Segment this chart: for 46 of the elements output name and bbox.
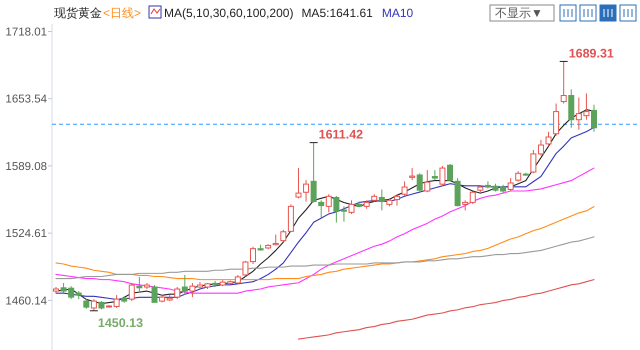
candlestick [439,165,446,187]
y-tick-label: 1524.61 [5,228,47,240]
candlestick [136,276,142,294]
candlestick [546,131,552,147]
y-tick-label: 1653.54 [5,94,48,106]
annotation: 1611.42 [318,128,364,142]
candlestick [174,286,180,300]
candlestick [553,103,560,136]
chart-subtitle: <日线> [103,6,142,20]
text: MA5:1641.61 [301,6,374,20]
candlestick [182,274,188,296]
candlestick [462,200,468,211]
annotation: 1450.13 [98,316,144,330]
control-dropdown: 不显示▼ [490,4,554,22]
annotation: 1689.31 [568,46,614,60]
candlestick [310,142,317,203]
candlestick [416,172,423,192]
candlestick [272,234,279,246]
candlestick [152,284,158,303]
candlestick [508,178,514,192]
text: MA10 [382,6,414,20]
candlestick [90,298,97,312]
candlestick [402,180,408,196]
candlestick [348,200,355,214]
candlestick [394,194,400,206]
candlestick [318,200,324,218]
candlestick [424,170,430,193]
candlestick [515,170,522,182]
candlestick [447,164,454,182]
y-tick-label: 1589.08 [5,160,47,173]
y-tick-label: 1718.01 [5,26,47,38]
candlestick [470,191,476,205]
line-series [55,206,595,280]
candlestick [409,168,416,181]
candlestick [378,188,385,211]
line-series [298,279,595,340]
candlestick [591,104,597,132]
candlestick [128,282,135,302]
line-series [55,236,595,280]
y-tick-label: 1460.14 [5,295,48,308]
candlestick [326,194,332,213]
legend-title: MA(5,10,30,60,100,200) [164,6,294,20]
chart-title: 现货黄金 [54,6,102,20]
candlestick [83,298,90,310]
candlestick [560,60,567,104]
candlestick [432,170,438,181]
